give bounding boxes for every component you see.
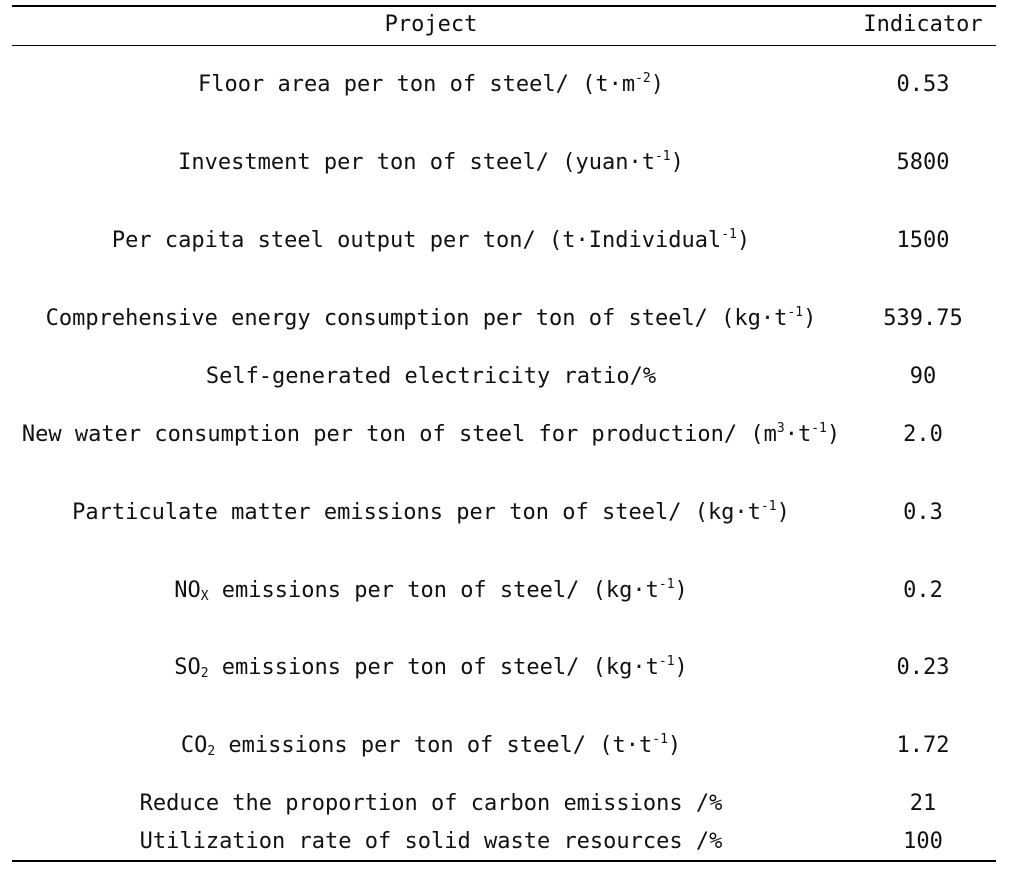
project-text: Reduce the proportion of carbon emission… <box>139 791 723 816</box>
project-cell: Self-generated electricity ratio/% <box>12 360 850 394</box>
project-text: ) <box>776 500 790 525</box>
superscript: -2 <box>635 71 651 86</box>
project-cell: SO2 emissions per ton of steel/ (kg·t-1) <box>12 651 850 685</box>
indicator-cell: 0.2 <box>903 578 943 603</box>
indicator-cell: 539.75 <box>883 306 963 331</box>
indicator-cell: 90 <box>909 364 937 389</box>
project-cell: Utilization rate of solid waste resource… <box>12 825 850 859</box>
indicator-cell: 1.72 <box>896 733 950 758</box>
subscript: 2 <box>207 744 216 759</box>
superscript: -1 <box>760 499 777 514</box>
project-text: ) <box>674 655 688 680</box>
project-cell: Per capita steel output per ton/ (t·Indi… <box>12 224 850 258</box>
project-cell: Floor area per ton of steel/ (t·m-2) <box>12 68 850 102</box>
indicator-cell: 100 <box>903 829 943 854</box>
project-cell: Investment per ton of steel/ (yuan·t-1) <box>12 146 850 180</box>
project-text: emissions per ton of steel/ (kg·t <box>208 655 659 680</box>
project-text: ) <box>650 72 664 97</box>
superscript: -1 <box>658 577 675 592</box>
header-project: Project <box>384 12 478 37</box>
project-text: ) <box>667 733 682 758</box>
indicator-cell: 0.23 <box>896 655 950 680</box>
indicator-cell: 0.53 <box>896 72 950 97</box>
superscript: -1 <box>721 227 737 242</box>
project-text: ·t <box>784 422 812 447</box>
indicator-cell: 1500 <box>896 228 950 253</box>
project-text: ) <box>670 150 684 175</box>
indicator-cell: 2.0 <box>903 422 943 447</box>
project-cell: New water consumption per ton of steel f… <box>12 418 850 452</box>
indicator-cell: 0.3 <box>903 500 943 525</box>
project-text: Per capita steel output per ton/ (t·Indi… <box>111 228 722 253</box>
project-text: ) <box>674 578 688 603</box>
project-text: Investment per ton of steel/ (yuan·t <box>178 150 655 175</box>
project-text: ) <box>826 422 841 447</box>
project-text: emissions per ton of steel/ (t·t <box>215 733 653 758</box>
project-text: ) <box>803 306 817 331</box>
superscript: -1 <box>658 654 675 669</box>
subscript: 2 <box>200 666 209 681</box>
project-text: New water consumption per ton of steel f… <box>21 422 777 447</box>
project-text: NO <box>174 578 201 603</box>
project-text: CO <box>180 733 208 758</box>
project-cell: Reduce the proportion of carbon emission… <box>12 787 850 821</box>
project-cell: NOX emissions per ton of steel/ (kg·t-1) <box>12 574 850 608</box>
superscript: -1 <box>811 421 827 436</box>
subscript: X <box>200 589 209 604</box>
project-text: Particulate matter emissions per ton of … <box>72 500 761 525</box>
project-text: Utilization rate of solid waste resource… <box>139 829 723 854</box>
project-text: ) <box>736 228 751 253</box>
table-header-rule <box>12 45 996 46</box>
superscript: -1 <box>654 149 671 164</box>
indicator-cell: 21 <box>909 791 937 816</box>
project-cell: CO2 emissions per ton of steel/ (t·t-1) <box>12 729 850 763</box>
indicator-cell: 5800 <box>896 150 950 175</box>
project-text: SO <box>174 655 201 680</box>
header-indicator: Indicator <box>863 12 983 37</box>
superscript: -1 <box>787 305 804 320</box>
project-text: Comprehensive energy consumption per ton… <box>45 306 788 331</box>
project-text: Self-generated electricity ratio/% <box>205 364 657 389</box>
project-cell: Particulate matter emissions per ton of … <box>12 496 850 530</box>
superscript: -1 <box>652 732 668 747</box>
superscript: 3 <box>776 421 785 436</box>
project-text: emissions per ton of steel/ (kg·t <box>208 578 659 603</box>
table-top-rule <box>12 5 996 7</box>
table-bottom-rule <box>12 860 996 862</box>
project-text: Floor area per ton of steel/ (t·m <box>198 72 636 97</box>
project-cell: Comprehensive energy consumption per ton… <box>12 302 850 336</box>
